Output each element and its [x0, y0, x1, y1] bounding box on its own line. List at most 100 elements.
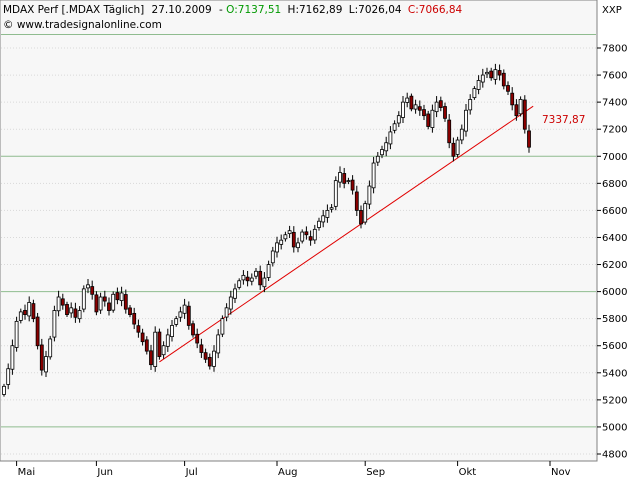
candle-up: [254, 270, 258, 277]
candle-up: [401, 101, 405, 118]
high-label: H:: [288, 4, 299, 16]
candle-up: [518, 99, 523, 115]
candle-down: [426, 113, 431, 127]
close-label: C:: [408, 4, 419, 16]
price-annotation: 7337,87: [542, 114, 585, 126]
candle-down: [149, 350, 153, 366]
candle-up: [18, 311, 23, 321]
candle-down: [359, 210, 363, 225]
candle-down: [342, 173, 347, 184]
x-tick-label-okt: Okt: [459, 467, 477, 478]
y-tick-label: 7600: [602, 71, 627, 82]
candle-down: [107, 302, 111, 311]
y-axis: 4800 5000 5200 5400 5600 5800 6000 6200 6400 6600…: [597, 44, 627, 461]
candle-up: [338, 172, 342, 183]
candle-up: [413, 104, 418, 110]
candle-up: [325, 209, 330, 218]
candle-down: [245, 276, 250, 282]
y-tick-label: 6000: [602, 287, 627, 298]
candle-up: [476, 80, 481, 90]
y-tick-label: 4800: [602, 450, 627, 461]
candle-up: [165, 334, 170, 347]
candle-up: [266, 264, 271, 278]
candle-up: [81, 288, 86, 310]
candle-up: [388, 131, 393, 145]
candle-down: [140, 332, 145, 343]
y-tick-label: 6800: [602, 179, 627, 190]
candle-up: [312, 228, 317, 241]
candle-down: [115, 292, 120, 301]
candle-up: [153, 331, 158, 367]
candle-up: [249, 277, 254, 282]
candle-down: [31, 303, 36, 320]
candle-down: [409, 95, 414, 110]
close-value: 7066,84: [419, 4, 463, 16]
gridlines: [1, 33, 596, 455]
candles-layer: [2, 63, 531, 397]
candle-up: [48, 338, 53, 358]
x-tick-label-sep: Sep: [366, 467, 385, 478]
open-value: 7137,51: [238, 4, 281, 16]
candle-down: [522, 99, 527, 130]
y-tick-label: 7400: [602, 98, 627, 109]
open-label: O:: [226, 4, 238, 16]
candle-up: [220, 318, 225, 335]
candle-down: [65, 304, 69, 316]
candle-up: [270, 250, 275, 264]
candle-down: [304, 231, 309, 236]
chart-header: MDAX Perf [.MDAX Täglich] 27.10.2009 - O…: [3, 4, 463, 16]
candle-up: [493, 69, 498, 80]
candle-up: [300, 231, 305, 242]
candle-up: [346, 180, 351, 183]
candle-down: [417, 106, 422, 111]
candle-up: [287, 230, 292, 235]
candle-up: [98, 296, 103, 311]
candle-up: [480, 74, 485, 83]
candle-down: [438, 100, 443, 108]
candle-down: [195, 333, 200, 344]
candle-up: [384, 142, 389, 152]
candle-down: [506, 85, 510, 92]
candle-up: [111, 293, 116, 311]
candle-up: [279, 239, 284, 245]
y-tick-label: 7000: [602, 152, 627, 163]
candle-down: [447, 119, 452, 144]
candle-up: [212, 350, 216, 367]
candle-up: [241, 274, 246, 281]
high-value: 7162,89: [299, 4, 342, 16]
candle-down: [39, 344, 44, 371]
instrument-name: MDAX Perf [.MDAX Täglich]: [3, 4, 144, 16]
candle-up: [329, 207, 334, 210]
candle-up: [396, 115, 401, 124]
candle-up: [317, 220, 321, 228]
plot-area: [0, 0, 598, 462]
candle-up: [10, 345, 15, 370]
candle-down: [501, 72, 506, 87]
candle-up: [459, 128, 464, 141]
candle-up: [6, 368, 11, 385]
candle-down: [350, 179, 355, 191]
y-tick-label: 7800: [602, 44, 627, 55]
candle-up: [375, 155, 380, 163]
currency-label: XXP: [602, 5, 622, 16]
candle-up: [371, 162, 376, 189]
candle-up: [178, 311, 183, 318]
candle-down: [354, 191, 359, 211]
candle-down: [102, 296, 107, 302]
x-tick-label-jun: Jun: [96, 467, 113, 478]
candle-up: [216, 334, 221, 354]
candle-down: [191, 323, 195, 336]
candle-up: [296, 242, 300, 249]
candle-up: [52, 310, 57, 338]
candle-down: [136, 325, 141, 333]
candle-down: [527, 130, 531, 148]
candle-up: [472, 88, 477, 99]
candle-up: [2, 385, 6, 395]
candle-down: [203, 352, 208, 360]
candle-up: [321, 215, 326, 223]
candle-down: [132, 312, 137, 325]
candle-down: [291, 231, 296, 248]
candle-up: [380, 149, 384, 156]
candle-down: [186, 305, 191, 326]
